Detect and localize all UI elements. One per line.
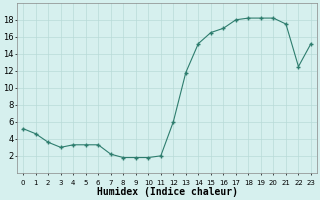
X-axis label: Humidex (Indice chaleur): Humidex (Indice chaleur) xyxy=(97,187,237,197)
